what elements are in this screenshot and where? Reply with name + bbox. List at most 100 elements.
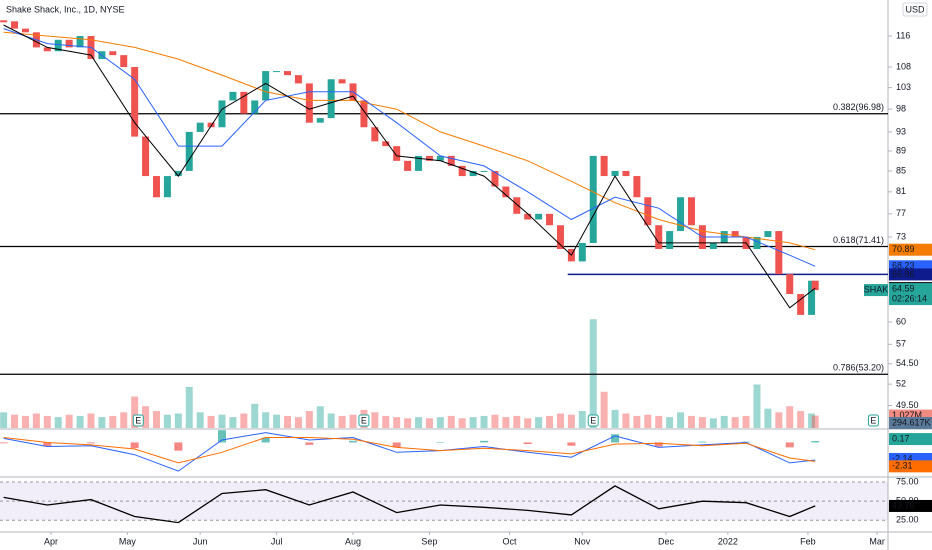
volume-bar (589, 319, 597, 428)
macd-histogram (86, 442, 95, 444)
candle (43, 47, 51, 52)
volume-bar (76, 415, 84, 428)
volume-bar (753, 384, 761, 428)
earnings-letter: E (870, 415, 876, 425)
volume-bar (436, 417, 444, 428)
currency: USD (905, 4, 925, 14)
volume-bar (764, 408, 772, 428)
volume-bar (404, 418, 412, 428)
candle (229, 91, 237, 101)
x-tick-label: Mar (869, 536, 885, 546)
candle (163, 176, 171, 198)
volume-bar (469, 417, 477, 428)
candle (382, 141, 390, 147)
volume-bar (480, 415, 488, 428)
macd-tag: -2.14 (892, 453, 913, 463)
volume-bar (622, 413, 630, 428)
candle (447, 155, 455, 166)
last-price: 64.59 (892, 283, 915, 293)
macd-line (3, 437, 816, 464)
chart-title: Shake Shack, Inc., 1D, NYSE (6, 4, 125, 14)
candle (54, 39, 62, 52)
volume-bar (65, 414, 73, 428)
earnings-letter: E (135, 415, 141, 425)
rsi-tag-bg (889, 499, 932, 512)
volume-bar (775, 412, 783, 428)
candle (687, 197, 695, 226)
volume-bar (524, 418, 532, 428)
candle (600, 155, 608, 177)
volume-bar (513, 415, 521, 428)
candle (622, 170, 630, 177)
fib-label: 0.382(96.98) (833, 102, 884, 112)
x-tick-label: Jul (271, 536, 283, 546)
candle (502, 186, 510, 198)
macd-histogram (567, 442, 576, 446)
volume-tag: 1.027M (892, 410, 922, 420)
candle (546, 213, 554, 226)
volume-bar (742, 415, 750, 428)
rsi-line (3, 485, 816, 524)
volume-bar (458, 418, 466, 428)
fib-label: 0.786(53.20) (833, 363, 884, 373)
volume-bar (578, 411, 586, 428)
volume-bar (447, 415, 455, 428)
volume-bar (207, 415, 215, 428)
x-tick-label: May (119, 536, 137, 546)
volume-bar (633, 415, 641, 428)
x-tick-label: 2022 (718, 536, 738, 546)
moving-average (3, 28, 816, 267)
candle (677, 197, 685, 232)
macd-histogram (785, 442, 794, 448)
volume-bar (687, 415, 695, 428)
candle (240, 91, 248, 114)
x-tick-label: Nov (574, 536, 591, 546)
candle (797, 294, 805, 315)
x-tick-label: Oct (503, 536, 518, 546)
candle (644, 197, 652, 226)
candle (316, 118, 324, 123)
y-tick-label: 93 (896, 126, 906, 136)
volume-bar (0, 412, 8, 428)
volume-bar (371, 412, 379, 428)
volume-bar (556, 413, 564, 428)
y-tick-label: 52 (896, 379, 906, 389)
volume-bar (786, 406, 794, 428)
y-tick-label: 98 (896, 104, 906, 114)
candle (360, 100, 368, 128)
y-tick-label: 60 (896, 316, 906, 326)
candle (709, 242, 717, 250)
candle (218, 100, 226, 128)
volume-bar (98, 417, 106, 428)
volume-bar (382, 415, 390, 428)
macd-histogram (174, 442, 183, 451)
volume-bar (54, 417, 62, 428)
candle (120, 55, 128, 68)
volume-bar (109, 415, 117, 428)
candle (327, 79, 335, 119)
y-tick-label: 103 (896, 82, 911, 92)
volume-bar (87, 413, 95, 428)
symbol-label: SHAK (864, 284, 889, 294)
candle (294, 75, 302, 84)
x-tick-label: Feb (800, 536, 816, 546)
earnings-icon (587, 414, 599, 427)
candle (808, 280, 816, 315)
volume-bar (240, 413, 248, 428)
macd-histogram (811, 441, 820, 443)
volume-bar (546, 415, 554, 428)
macd-histogram (436, 442, 445, 443)
candle (589, 155, 597, 243)
earnings-icon (358, 414, 370, 427)
volume-bar (655, 415, 663, 428)
candle (436, 155, 444, 161)
volume-bar (797, 411, 805, 428)
macd-histogram (480, 440, 489, 443)
rsi-tag: 43.76 (892, 500, 915, 510)
candle (415, 155, 423, 171)
candle (393, 146, 401, 161)
symbol-bg (864, 284, 888, 297)
earnings-icon (132, 414, 144, 427)
macd-histogram (698, 441, 707, 443)
